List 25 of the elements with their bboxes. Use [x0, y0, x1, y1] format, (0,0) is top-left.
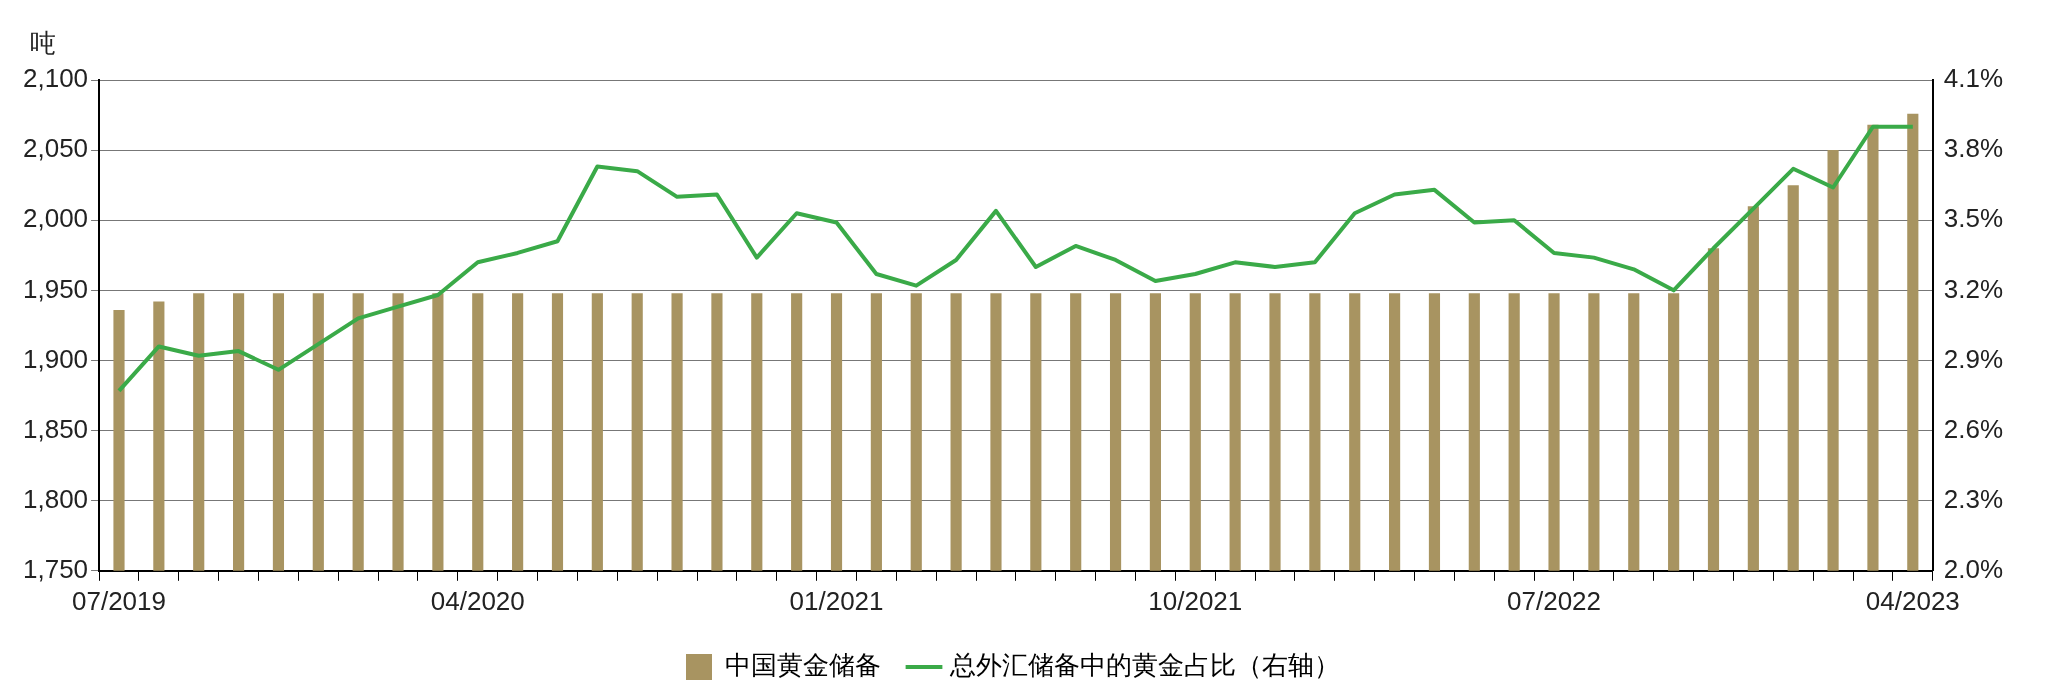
y-tick-label: 1,850 — [22, 413, 89, 444]
x-tick-label: 04/2020 — [430, 585, 525, 616]
legend-label: 总外汇储备中的黄金占比（右轴） — [949, 650, 1340, 681]
y-tick-label: 2,100 — [22, 63, 89, 94]
x-tick-label: 01/2021 — [789, 585, 884, 616]
y2-tick-label: 2.0% — [1943, 553, 2003, 584]
y-tick-label: 1,750 — [22, 553, 89, 584]
legend-label: 中国黄金储备 — [725, 650, 881, 681]
y2-tick-label: 2.6% — [1943, 413, 2003, 444]
x-tick-label: 07/2022 — [1507, 585, 1602, 616]
y-tick-label: 2,050 — [22, 133, 89, 164]
y-tick-label: 1,900 — [22, 343, 89, 374]
y2-tick-label: 3.2% — [1943, 273, 2003, 304]
y2-tick-label: 2.9% — [1943, 343, 2003, 374]
y-axis-title: 吨 — [30, 28, 56, 59]
x-tick-label: 04/2023 — [1865, 585, 1960, 616]
y2-tick-label: 3.5% — [1943, 203, 2003, 234]
y-tick-label: 1,950 — [22, 273, 89, 304]
y-tick-label: 1,800 — [22, 483, 89, 514]
y-tick-label: 2,000 — [22, 203, 89, 234]
y2-tick-label: 4.1% — [1943, 63, 2003, 94]
x-tick-label: 07/2019 — [72, 585, 166, 616]
y2-tick-label: 2.3% — [1943, 483, 2003, 514]
y2-tick-label: 3.8% — [1943, 133, 2003, 164]
x-tick-label: 10/2021 — [1148, 585, 1243, 616]
